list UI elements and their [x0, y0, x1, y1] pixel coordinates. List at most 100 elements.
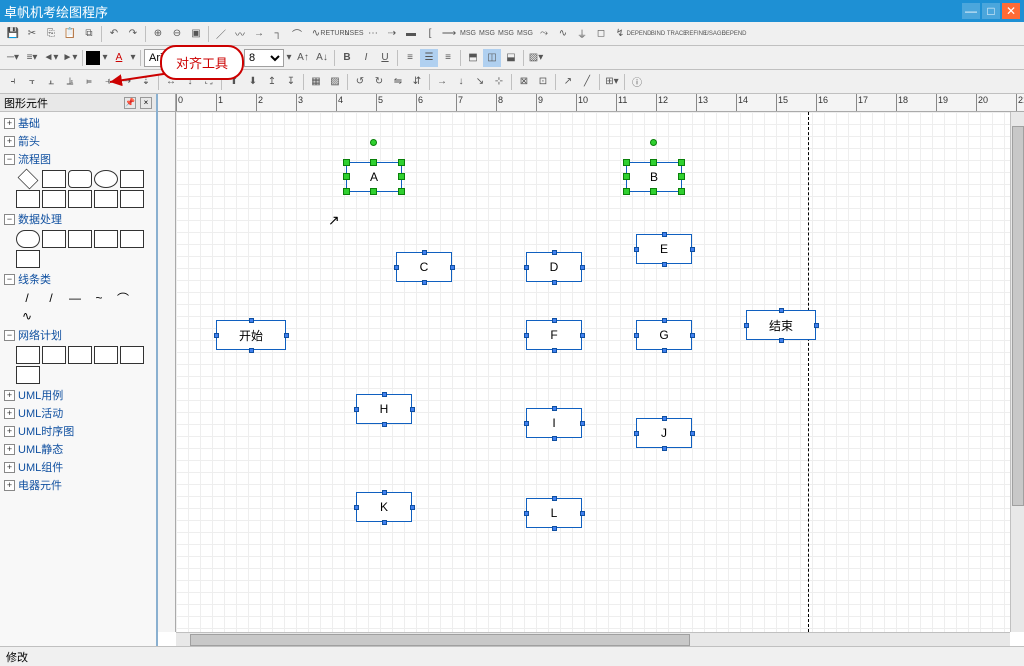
- node-A[interactable]: A: [346, 162, 402, 192]
- sidebar-close-icon[interactable]: ×: [140, 97, 152, 109]
- connection-point[interactable]: [410, 407, 415, 412]
- connector-arc-icon[interactable]: ⌒: [288, 25, 306, 43]
- resize-handle[interactable]: [650, 188, 657, 195]
- connection-point[interactable]: [662, 348, 667, 353]
- resize-handle[interactable]: [623, 159, 630, 166]
- paste-icon[interactable]: 📋: [61, 25, 79, 43]
- node-K[interactable]: K: [356, 492, 412, 522]
- connection-point[interactable]: [634, 333, 639, 338]
- connection-point[interactable]: [662, 416, 667, 421]
- valign-top-icon[interactable]: ⬒: [464, 49, 482, 67]
- resize-handle[interactable]: [343, 173, 350, 180]
- resize-handle[interactable]: [343, 188, 350, 195]
- maximize-button[interactable]: □: [982, 3, 1000, 19]
- connection-point[interactable]: [662, 318, 667, 323]
- connection-point[interactable]: [382, 392, 387, 397]
- node-F[interactable]: F: [526, 320, 582, 350]
- connection-point[interactable]: [552, 526, 557, 531]
- align-left-icon[interactable]: ≡: [401, 49, 419, 67]
- connector-bracket-icon[interactable]: [: [421, 25, 439, 43]
- rotate-handle[interactable]: [370, 139, 377, 146]
- connector-msg3-label[interactable]: MSG: [497, 25, 515, 43]
- tree-item-5[interactable]: −网络计划: [2, 326, 154, 344]
- send-back-icon[interactable]: ⬇: [244, 73, 262, 91]
- font-size-dropdown-icon[interactable]: ▾: [285, 49, 293, 67]
- resize-handle[interactable]: [623, 173, 630, 180]
- rotate-left-icon[interactable]: ↺: [351, 73, 369, 91]
- ungroup-icon[interactable]: ▨: [326, 73, 344, 91]
- tree-expander-icon[interactable]: −: [4, 154, 15, 165]
- connection-point[interactable]: [814, 323, 819, 328]
- bold-icon[interactable]: B: [338, 49, 356, 67]
- rotate-handle[interactable]: [650, 139, 657, 146]
- palette-shape[interactable]: [120, 230, 144, 248]
- connection-point[interactable]: [690, 247, 695, 252]
- arrow-end-icon[interactable]: ►▾: [61, 49, 79, 67]
- line-tool-icon[interactable]: ╱: [578, 73, 596, 91]
- connection-point[interactable]: [552, 496, 557, 501]
- palette-shape[interactable]: [120, 190, 144, 208]
- palette-shape[interactable]: [120, 346, 144, 364]
- underline-icon[interactable]: U: [376, 49, 394, 67]
- close-button[interactable]: ✕: [1002, 3, 1020, 19]
- node-C[interactable]: C: [396, 252, 452, 282]
- align-center-icon[interactable]: ☰: [420, 49, 438, 67]
- node-L[interactable]: L: [526, 498, 582, 528]
- node-D[interactable]: D: [526, 252, 582, 282]
- line-style-icon[interactable]: ─▾: [4, 49, 22, 67]
- connection-point[interactable]: [580, 265, 585, 270]
- resize-handle[interactable]: [650, 159, 657, 166]
- connection-point[interactable]: [580, 333, 585, 338]
- tree-item-10[interactable]: +UML组件: [2, 458, 154, 476]
- connection-point[interactable]: [422, 250, 427, 255]
- tree-expander-icon[interactable]: +: [4, 408, 15, 419]
- palette-shape[interactable]: [16, 230, 40, 248]
- connector-curve-icon[interactable]: 〰: [231, 25, 249, 43]
- connection-point[interactable]: [552, 406, 557, 411]
- copy-icon[interactable]: ⎘: [42, 25, 60, 43]
- connection-point[interactable]: [524, 333, 529, 338]
- scrollbar-vertical[interactable]: [1010, 112, 1024, 632]
- connector-msg1-label[interactable]: MSG: [459, 25, 477, 43]
- connection-point[interactable]: [690, 333, 695, 338]
- canvas[interactable]: ABCDEFGHIJKL开始结束↖: [176, 112, 1010, 632]
- connector-return-label[interactable]: RETURN: [326, 25, 344, 43]
- tree-item-11[interactable]: +电器元件: [2, 476, 154, 494]
- align-h-center-icon[interactable]: ⫟: [23, 73, 41, 91]
- connection-point[interactable]: [552, 318, 557, 323]
- connection-point[interactable]: [634, 247, 639, 252]
- lock-icon[interactable]: ⊠: [515, 73, 533, 91]
- resize-handle[interactable]: [370, 159, 377, 166]
- align-right-icon[interactable]: ≡: [439, 49, 457, 67]
- connection-point[interactable]: [284, 333, 289, 338]
- palette-shape[interactable]: —: [64, 290, 86, 306]
- zoom-out-icon[interactable]: ⊖: [168, 25, 186, 43]
- palette-shape[interactable]: [42, 230, 66, 248]
- valign-middle-icon[interactable]: ◫: [483, 49, 501, 67]
- nudge-down-icon[interactable]: ↓: [452, 73, 470, 91]
- connection-icon[interactable]: ↗: [559, 73, 577, 91]
- undo-icon[interactable]: ↶: [105, 25, 123, 43]
- italic-icon[interactable]: I: [357, 49, 375, 67]
- scroll-thumb-v[interactable]: [1012, 126, 1024, 506]
- tree-item-0[interactable]: +基础: [2, 114, 154, 132]
- palette-shape[interactable]: [16, 250, 40, 268]
- resize-handle[interactable]: [398, 188, 405, 195]
- palette-shape[interactable]: [68, 170, 92, 188]
- group-icon[interactable]: ▦: [307, 73, 325, 91]
- grid-toggle-icon[interactable]: ⊞▾: [603, 73, 621, 91]
- tree-item-6[interactable]: +UML用例: [2, 386, 154, 404]
- connection-point[interactable]: [382, 490, 387, 495]
- palette-shape[interactable]: ⌒: [112, 290, 134, 306]
- node-I[interactable]: I: [526, 408, 582, 438]
- font-size-select[interactable]: 8: [244, 49, 284, 67]
- palette-shape[interactable]: [18, 169, 39, 190]
- palette-shape[interactable]: [68, 230, 92, 248]
- help-icon[interactable]: ⓘ: [628, 73, 646, 91]
- resize-handle[interactable]: [678, 188, 685, 195]
- palette-shape[interactable]: /: [16, 290, 38, 306]
- connection-point[interactable]: [779, 308, 784, 313]
- connection-point[interactable]: [580, 421, 585, 426]
- font-size-down-icon[interactable]: A↓: [313, 49, 331, 67]
- tree-expander-icon[interactable]: +: [4, 480, 15, 491]
